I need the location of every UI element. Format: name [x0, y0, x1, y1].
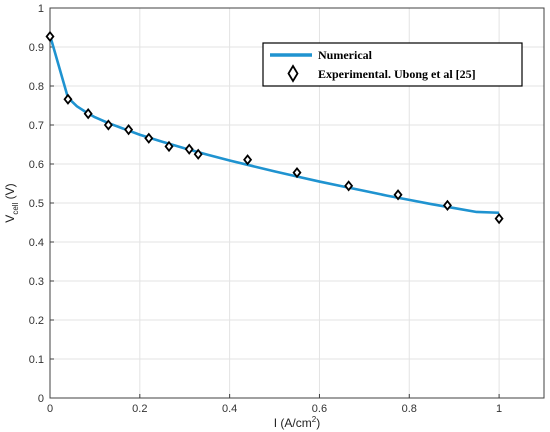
y-tick-label: 0.8 [29, 81, 44, 93]
y-tick-label: 0.3 [29, 276, 44, 288]
y-tick-label: 0.7 [29, 120, 44, 132]
experimental-point [292, 166, 302, 179]
experimental-point [144, 132, 154, 144]
y-axis-label: Vcell (V) [3, 183, 20, 222]
y-tick-label: 0.1 [29, 354, 44, 366]
x-axis-label: I (A/cm2) [274, 415, 320, 430]
y-tick-label: 0.4 [29, 237, 44, 249]
experimental-point [45, 30, 55, 43]
experimental-point [442, 199, 452, 211]
legend-experimental-label: Experimental. Ubong et al [25] [318, 67, 476, 81]
experimental-point [124, 124, 134, 136]
y-tick-label: 0.9 [29, 42, 44, 54]
x-tick-label: 0 [47, 403, 53, 415]
axis-ticks: 0 0.2 0.4 0.6 0.8 1 0 0.1 0.2 0.3 0.4 0.5 0.6 0.7 0.8 0… [29, 3, 502, 415]
experimental-point [184, 143, 194, 155]
x-tick-label: 0.6 [312, 403, 327, 415]
experimental-point [494, 212, 504, 225]
y-tick-label: 1 [38, 3, 44, 15]
legend-numerical-label: Numerical [318, 48, 373, 62]
x-tick-label: 0.4 [222, 403, 237, 415]
x-tick-label: 0.8 [402, 403, 417, 415]
legend-experimental-marker [287, 64, 299, 83]
experimental-point [164, 140, 174, 153]
y-tick-label: 0.6 [29, 159, 44, 171]
y-tick-label: 0 [38, 393, 44, 405]
experimental-point [344, 180, 354, 192]
experimental-point [393, 189, 403, 201]
experimental-series [45, 30, 504, 225]
experimental-point [83, 108, 93, 120]
experimental-point [243, 154, 253, 166]
x-tick-label: 0.2 [132, 403, 147, 415]
x-tick-label: 1 [496, 403, 502, 415]
experimental-point [103, 119, 113, 131]
legend: Numerical Experimental. Ubong et al [25] [262, 42, 523, 87]
y-tick-label: 0.2 [29, 315, 44, 327]
experimental-point [63, 93, 73, 105]
experimental-point [193, 148, 203, 160]
legend-box [262, 42, 523, 87]
y-tick-label: 0.5 [29, 198, 44, 210]
